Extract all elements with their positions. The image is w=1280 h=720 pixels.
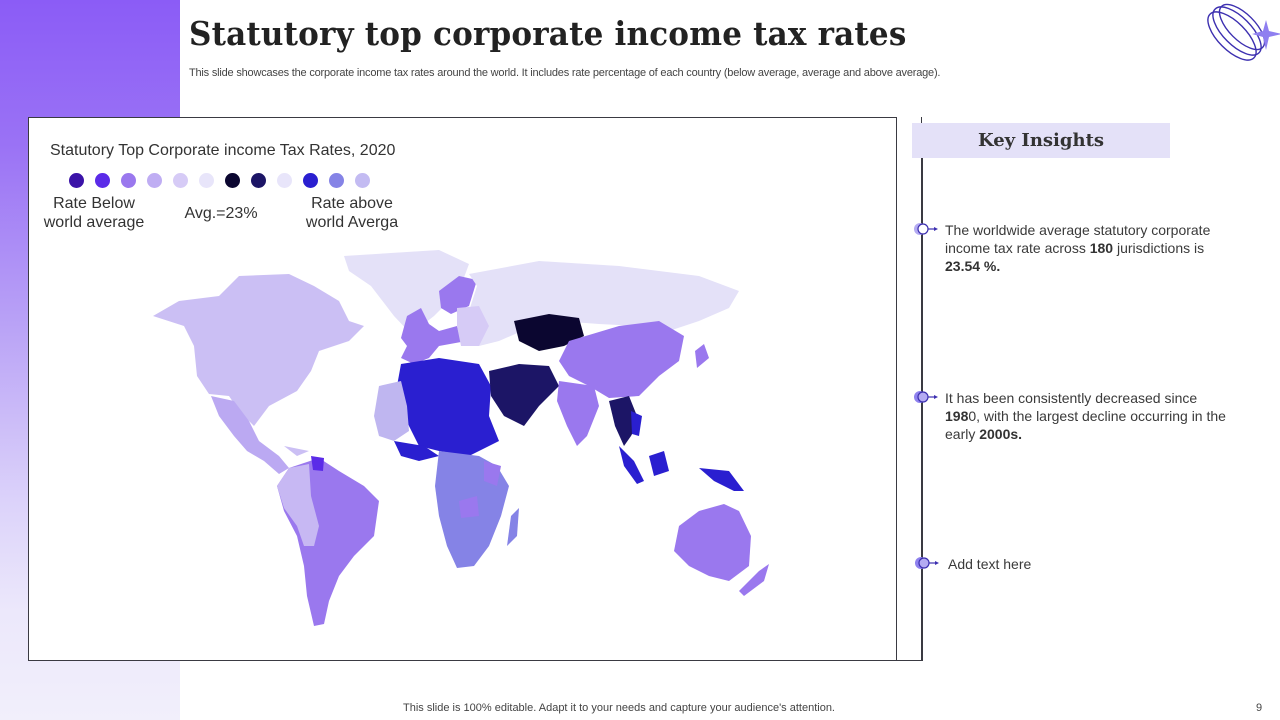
legend-label-below: Rate Below world average	[43, 195, 145, 231]
region-south-america-west	[277, 464, 319, 546]
region-zambia	[459, 496, 479, 518]
region-east-africa-light	[484, 461, 501, 486]
region-guiana	[311, 456, 324, 471]
region-japan	[695, 344, 709, 368]
region-north-america	[153, 274, 364, 426]
legend-dot-10	[303, 173, 318, 188]
legend-dot-1	[69, 173, 84, 188]
legend-dot-11	[329, 173, 344, 188]
page-number: 9	[1256, 702, 1263, 714]
region-borneo	[649, 451, 669, 476]
map-title: Statutory Top Corporate income Tax Rates…	[50, 142, 396, 159]
insight-text: Add text here	[948, 556, 1032, 572]
region-china	[559, 321, 684, 398]
legend-dot-9	[277, 173, 292, 188]
region-west-coast	[394, 441, 439, 461]
region-australia	[674, 504, 751, 581]
region-india	[557, 381, 599, 446]
legend-dot-7	[225, 173, 240, 188]
circle-arrow-marker-icon	[914, 223, 938, 235]
region-southeast-asia	[609, 396, 639, 446]
legend-dot-4	[147, 173, 162, 188]
region-new-zealand	[739, 564, 769, 596]
region-greenland	[344, 250, 469, 334]
region-west-africa	[374, 381, 409, 441]
region-middle-east	[489, 364, 559, 426]
page-title: Statutory top corporate income tax rates	[189, 14, 907, 53]
region-madagascar	[507, 508, 519, 546]
legend-dot-8	[251, 173, 266, 188]
legend-dot-3	[121, 173, 136, 188]
legend-dot-2	[95, 173, 110, 188]
page-subtitle: This slide showcases the corporate incom…	[189, 67, 941, 79]
timeline-line	[921, 158, 923, 661]
world-choropleth-map	[153, 250, 769, 626]
map-panel: Statutory Top Corporate income Tax Rates…	[28, 117, 897, 661]
region-mexico	[211, 396, 289, 474]
legend-dot-5	[173, 173, 188, 188]
legend-dot-12	[355, 173, 370, 188]
orbit-rings-star-icon	[1207, 3, 1280, 61]
region-western-europe	[401, 308, 461, 364]
region-kazakhstan	[514, 314, 584, 351]
circle-arrow-marker-icon	[914, 391, 938, 403]
region-sumatra	[619, 446, 644, 484]
circle-arrow-marker-icon	[915, 557, 939, 569]
insight-text: The worldwide average statutory corporat…	[945, 222, 1211, 274]
region-scandinavia	[439, 276, 477, 314]
footer-text: This slide is 100% editable. Adapt it to…	[403, 702, 835, 714]
legend-label-average: Avg.=23%	[184, 205, 258, 222]
region-caribbean	[284, 446, 309, 456]
legend-dot-6	[199, 173, 214, 188]
map-legend	[69, 173, 370, 188]
region-eastern-europe	[457, 306, 489, 346]
region-north-africa	[397, 358, 499, 456]
key-insights-header: Key Insights	[912, 123, 1170, 158]
region-png	[699, 468, 744, 491]
insight-text: It has been consistently decreased since…	[945, 390, 1226, 442]
region-vietnam	[631, 411, 642, 436]
legend-label-above: Rate above world Averga	[305, 195, 399, 231]
